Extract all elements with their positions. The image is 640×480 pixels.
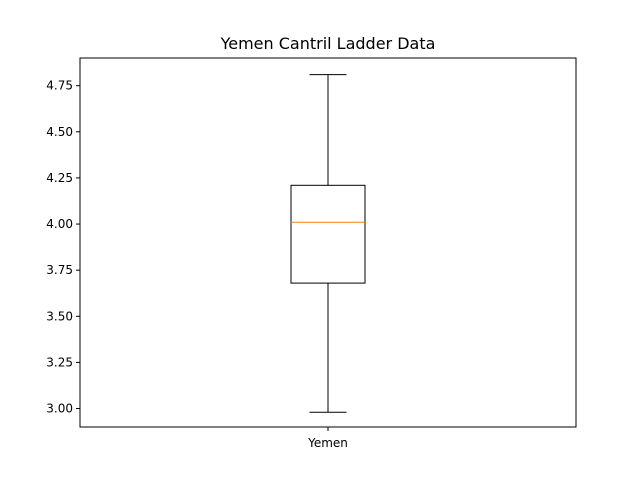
y-tick-label: 4.00 xyxy=(46,217,73,231)
y-tick-label: 4.75 xyxy=(46,79,73,93)
y-tick-label: 3.00 xyxy=(46,402,73,416)
y-tick-label: 4.50 xyxy=(46,125,73,139)
plot-area xyxy=(290,74,366,413)
chart-title: Yemen Cantril Ladder Data xyxy=(220,34,436,53)
iqr-box xyxy=(290,184,366,284)
y-tick-label: 3.25 xyxy=(46,355,73,369)
x-tick-label: Yemen xyxy=(307,436,348,450)
y-tick-label: 3.50 xyxy=(46,309,73,323)
x-axis: Yemen xyxy=(307,427,348,450)
y-tick-label: 4.25 xyxy=(46,171,73,185)
y-tick-label: 3.75 xyxy=(46,263,73,277)
y-axis: 3.00 3.25 3.50 3.75 4.00 4.25 4.50 4.75 xyxy=(46,79,80,416)
